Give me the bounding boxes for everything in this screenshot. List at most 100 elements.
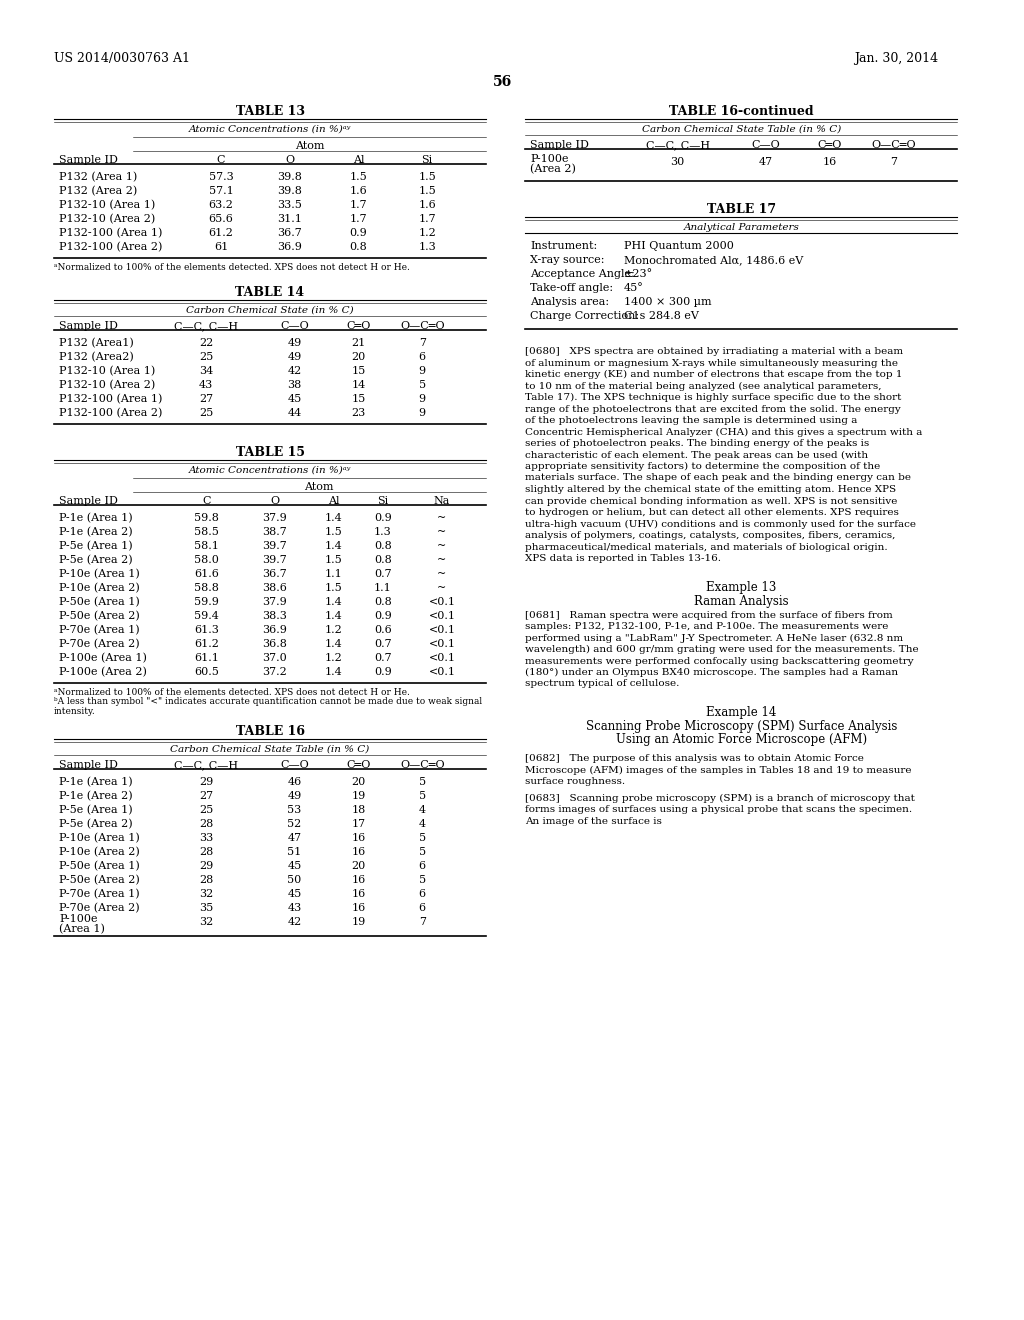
Text: Sample ID: Sample ID [530,140,589,150]
Text: slightly altered by the chemical state of the emitting atom. Hence XPS: slightly altered by the chemical state o… [525,484,896,494]
Text: spectrum typical of cellulose.: spectrum typical of cellulose. [525,680,680,689]
Text: 59.4: 59.4 [194,611,219,620]
Text: P-10e (Area 2): P-10e (Area 2) [59,847,139,857]
Text: 57.1: 57.1 [209,186,233,195]
Text: ~: ~ [437,527,446,537]
Text: 45: 45 [288,861,302,871]
Text: Example 13: Example 13 [707,581,776,594]
Text: X-ray source:: X-ray source: [530,255,605,265]
Text: 45: 45 [288,393,302,404]
Text: 0.7: 0.7 [374,653,392,663]
Text: 49: 49 [288,791,302,801]
Text: P132-100 (Area 2): P132-100 (Area 2) [59,408,162,418]
Text: 49: 49 [288,352,302,362]
Text: Atom: Atom [295,141,324,150]
Text: 16: 16 [351,847,366,857]
Text: 1.3: 1.3 [374,527,392,537]
Text: 6: 6 [419,861,426,871]
Text: Acceptance Angle:: Acceptance Angle: [530,269,635,279]
Text: 6: 6 [419,903,426,913]
Text: 25: 25 [199,352,213,362]
Text: 61.1: 61.1 [194,653,219,663]
Text: 1.7: 1.7 [419,214,436,224]
Text: TABLE 17: TABLE 17 [707,203,776,216]
Text: ~: ~ [437,513,446,523]
Text: to hydrogen or helium, but can detect all other elements. XPS requires: to hydrogen or helium, but can detect al… [525,508,899,517]
Text: wavelength) and 600 gr/mm grating were used for the measurements. The: wavelength) and 600 gr/mm grating were u… [525,645,919,655]
Text: 20: 20 [351,777,366,787]
Text: Al: Al [328,496,340,506]
Text: 1.1: 1.1 [374,583,392,593]
Text: 15: 15 [351,393,366,404]
Text: range of the photoelectrons that are excited from the solid. The energy: range of the photoelectrons that are exc… [525,404,901,413]
Text: ᵇA less than symbol "<" indicates accurate quantification cannot be made due to : ᵇA less than symbol "<" indicates accura… [54,697,482,717]
Text: 22: 22 [199,338,213,348]
Text: 39.7: 39.7 [262,554,288,565]
Text: measurements were performed confocally using backscattering geometry: measurements were performed confocally u… [525,656,914,665]
Text: 58.5: 58.5 [194,527,219,537]
Text: O: O [270,496,280,506]
Text: Jan. 30, 2014: Jan. 30, 2014 [854,51,938,65]
Text: (Area 1): (Area 1) [59,924,104,935]
Text: 37.9: 37.9 [262,597,288,607]
Text: 29: 29 [199,777,213,787]
Text: P132 (Area1): P132 (Area1) [59,338,134,348]
Text: 6: 6 [419,888,426,899]
Text: 43: 43 [199,380,213,389]
Text: 1.4: 1.4 [325,513,343,523]
Text: P-1e (Area 1): P-1e (Area 1) [59,513,132,523]
Text: C—O: C—O [752,140,780,150]
Text: C—O: C—O [281,321,309,331]
Text: of aluminum or magnesium X-rays while simultaneously measuring the: of aluminum or magnesium X-rays while si… [525,359,898,367]
Text: 61.2: 61.2 [194,639,219,649]
Text: 1.2: 1.2 [325,653,343,663]
Text: P132-100 (Area 1): P132-100 (Area 1) [59,228,162,239]
Text: 7: 7 [890,157,897,168]
Text: 19: 19 [351,917,366,927]
Text: Atomic Concentrations (in %)ᵃʸ: Atomic Concentrations (in %)ᵃʸ [188,466,351,475]
Text: 44: 44 [288,408,302,418]
Text: 39.8: 39.8 [278,186,302,195]
Text: 61.2: 61.2 [209,228,233,238]
Text: 59.9: 59.9 [194,597,219,607]
Text: Concentric Hemispherical Analyzer (CHA) and this gives a spectrum with a: Concentric Hemispherical Analyzer (CHA) … [525,428,923,437]
Text: C1s 284.8 eV: C1s 284.8 eV [624,312,698,321]
Text: samples: P132, P132-100, P-1e, and P-100e. The measurements were: samples: P132, P132-100, P-1e, and P-100… [525,622,889,631]
Text: kinetic energy (KE) and number of electrons that escape from the top 1: kinetic energy (KE) and number of electr… [525,370,903,379]
Text: ~: ~ [437,554,446,565]
Text: 14: 14 [351,380,366,389]
Text: (Area 2): (Area 2) [530,164,577,174]
Text: 38.3: 38.3 [262,611,288,620]
Text: P132-100 (Area 2): P132-100 (Area 2) [59,242,162,252]
Text: C—C, C—H: C—C, C—H [645,140,710,150]
Text: 36.8: 36.8 [262,639,288,649]
Text: 4: 4 [419,805,426,814]
Text: 38: 38 [288,380,302,389]
Text: XPS data is reported in Tables 13-16.: XPS data is reported in Tables 13-16. [525,554,721,564]
Text: 7: 7 [419,917,426,927]
Text: 20: 20 [351,352,366,362]
Text: 0.9: 0.9 [374,667,392,677]
Text: 61.6: 61.6 [194,569,219,579]
Text: 36.7: 36.7 [262,569,288,579]
Text: P-70e (Area 2): P-70e (Area 2) [59,639,139,649]
Text: ᵃNormalized to 100% of the elements detected. XPS does not detect H or He.: ᵃNormalized to 100% of the elements dete… [54,263,410,272]
Text: TABLE 15: TABLE 15 [236,446,304,459]
Text: 58.1: 58.1 [194,541,219,550]
Text: 0.7: 0.7 [374,569,392,579]
Text: 49: 49 [288,338,302,348]
Text: P-10e (Area 1): P-10e (Area 1) [59,833,139,843]
Text: Monochromated Alα, 1486.6 eV: Monochromated Alα, 1486.6 eV [624,255,803,265]
Text: forms images of surfaces using a physical probe that scans the specimen.: forms images of surfaces using a physica… [525,805,912,814]
Text: TABLE 16: TABLE 16 [236,725,304,738]
Text: 0.8: 0.8 [349,242,368,252]
Text: 16: 16 [351,888,366,899]
Text: Al: Al [352,154,365,165]
Text: O—C═O: O—C═O [400,321,444,331]
Text: 5: 5 [419,791,426,801]
Text: 16: 16 [351,833,366,843]
Text: 38.7: 38.7 [262,527,288,537]
Text: ~: ~ [437,569,446,579]
Text: 36.7: 36.7 [278,228,302,238]
Text: Scanning Probe Microscopy (SPM) Surface Analysis: Scanning Probe Microscopy (SPM) Surface … [586,719,897,733]
